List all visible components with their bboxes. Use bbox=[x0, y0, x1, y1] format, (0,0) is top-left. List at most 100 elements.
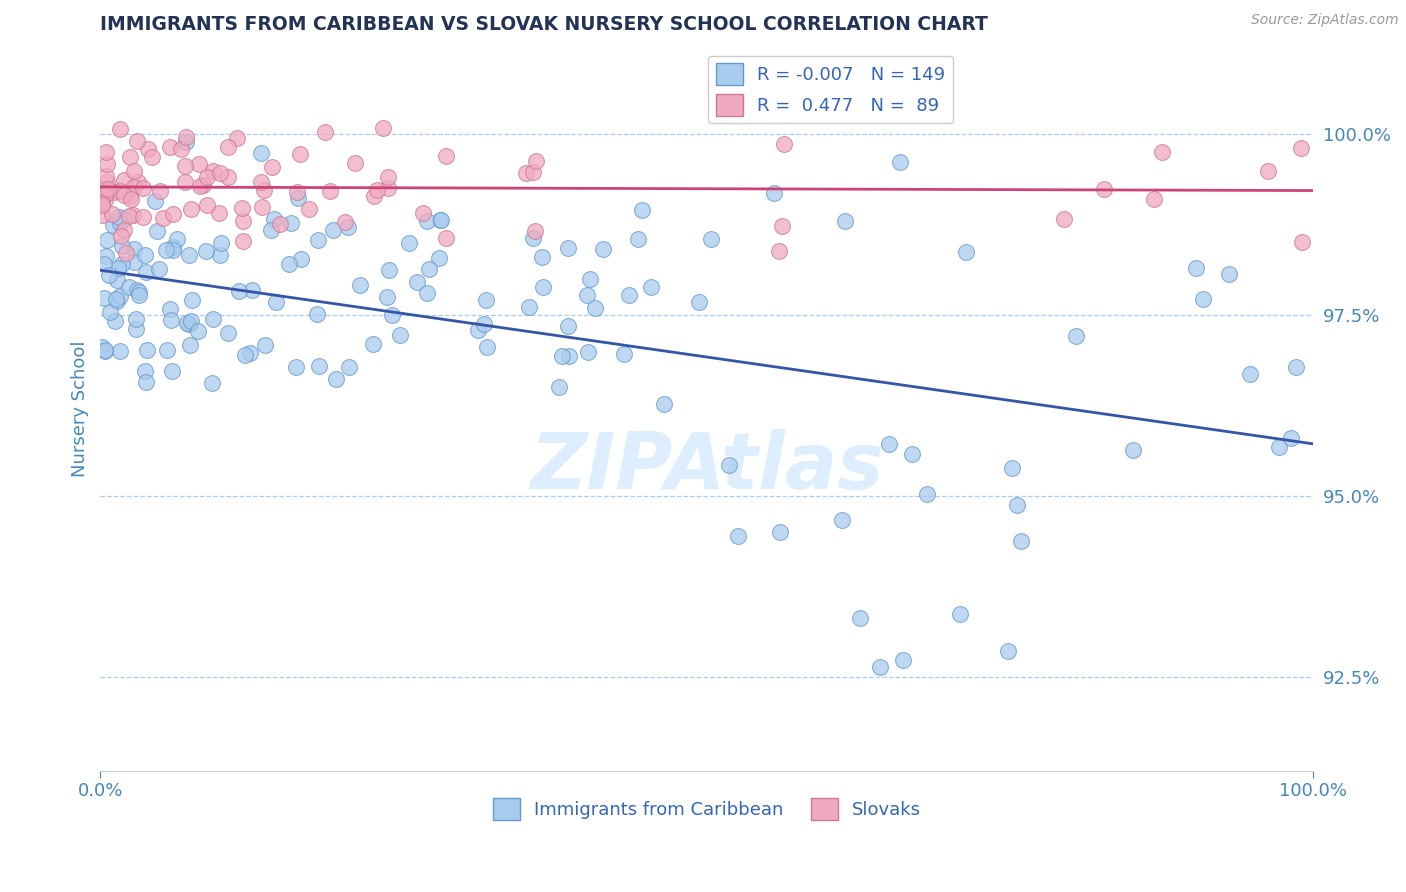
Point bbox=[170, 143, 193, 157]
Point bbox=[128, 287, 150, 301]
Point bbox=[96, 157, 118, 171]
Point bbox=[314, 125, 336, 139]
Point bbox=[252, 200, 274, 214]
Point bbox=[522, 231, 544, 245]
Point bbox=[398, 235, 420, 250]
Point bbox=[770, 219, 793, 233]
Point bbox=[173, 159, 195, 173]
Point bbox=[250, 175, 273, 189]
Point bbox=[112, 173, 135, 187]
Point bbox=[90, 196, 112, 211]
Point bbox=[557, 349, 579, 363]
Point bbox=[891, 653, 914, 667]
Point bbox=[1291, 235, 1313, 250]
Point bbox=[134, 248, 156, 262]
Point bbox=[531, 279, 554, 293]
Point bbox=[249, 146, 271, 161]
Point bbox=[181, 293, 204, 307]
Point bbox=[1267, 440, 1289, 454]
Point bbox=[239, 346, 262, 360]
Point bbox=[155, 243, 177, 257]
Point bbox=[202, 164, 225, 178]
Point bbox=[96, 249, 118, 263]
Point bbox=[179, 338, 201, 352]
Point bbox=[363, 188, 385, 202]
Point bbox=[889, 154, 911, 169]
Point bbox=[262, 160, 284, 174]
Point bbox=[290, 147, 312, 161]
Point bbox=[188, 179, 211, 194]
Point bbox=[371, 121, 394, 136]
Point bbox=[173, 175, 195, 189]
Point bbox=[132, 211, 155, 225]
Point bbox=[576, 344, 599, 359]
Point bbox=[94, 344, 117, 359]
Point bbox=[93, 257, 115, 271]
Point bbox=[177, 318, 200, 332]
Point bbox=[772, 137, 794, 152]
Point bbox=[613, 347, 636, 361]
Point bbox=[94, 187, 117, 202]
Point bbox=[429, 213, 451, 227]
Point bbox=[125, 283, 148, 297]
Point bbox=[406, 276, 429, 290]
Point bbox=[418, 261, 440, 276]
Point bbox=[202, 312, 225, 326]
Point bbox=[135, 375, 157, 389]
Text: ZIPAtlas: ZIPAtlas bbox=[530, 428, 883, 505]
Point bbox=[416, 285, 439, 300]
Point bbox=[104, 292, 127, 306]
Point bbox=[201, 376, 224, 391]
Point bbox=[101, 207, 124, 221]
Point bbox=[1053, 212, 1076, 227]
Point bbox=[174, 135, 197, 149]
Point bbox=[127, 134, 149, 148]
Point bbox=[1279, 431, 1302, 445]
Point bbox=[531, 250, 554, 264]
Point bbox=[412, 206, 434, 220]
Point bbox=[263, 211, 285, 226]
Point bbox=[141, 150, 163, 164]
Point bbox=[429, 213, 451, 227]
Point bbox=[375, 290, 398, 304]
Point bbox=[110, 184, 132, 198]
Point bbox=[517, 300, 540, 314]
Point bbox=[264, 295, 287, 310]
Point bbox=[337, 359, 360, 374]
Point bbox=[762, 186, 785, 201]
Point bbox=[127, 176, 149, 190]
Point bbox=[120, 192, 142, 206]
Point bbox=[233, 348, 256, 362]
Point bbox=[524, 224, 547, 238]
Point bbox=[217, 169, 239, 184]
Point bbox=[333, 215, 356, 229]
Point bbox=[108, 210, 131, 224]
Point bbox=[232, 213, 254, 227]
Point bbox=[1150, 145, 1173, 159]
Point bbox=[349, 278, 371, 293]
Point bbox=[260, 223, 283, 237]
Point bbox=[180, 202, 202, 216]
Point bbox=[134, 364, 156, 378]
Point bbox=[96, 175, 118, 189]
Point bbox=[298, 202, 321, 216]
Point bbox=[124, 311, 146, 326]
Point bbox=[136, 142, 159, 156]
Point bbox=[1218, 268, 1240, 282]
Point bbox=[96, 145, 118, 160]
Point bbox=[325, 372, 347, 386]
Point bbox=[1143, 192, 1166, 206]
Point bbox=[162, 239, 184, 253]
Point bbox=[688, 295, 710, 310]
Point bbox=[336, 219, 359, 234]
Point bbox=[640, 279, 662, 293]
Point bbox=[434, 148, 457, 162]
Point bbox=[91, 339, 114, 353]
Point bbox=[949, 607, 972, 621]
Point bbox=[381, 308, 404, 322]
Point bbox=[194, 244, 217, 258]
Point bbox=[252, 183, 274, 197]
Point bbox=[98, 305, 121, 319]
Point bbox=[652, 397, 675, 411]
Point bbox=[1257, 163, 1279, 178]
